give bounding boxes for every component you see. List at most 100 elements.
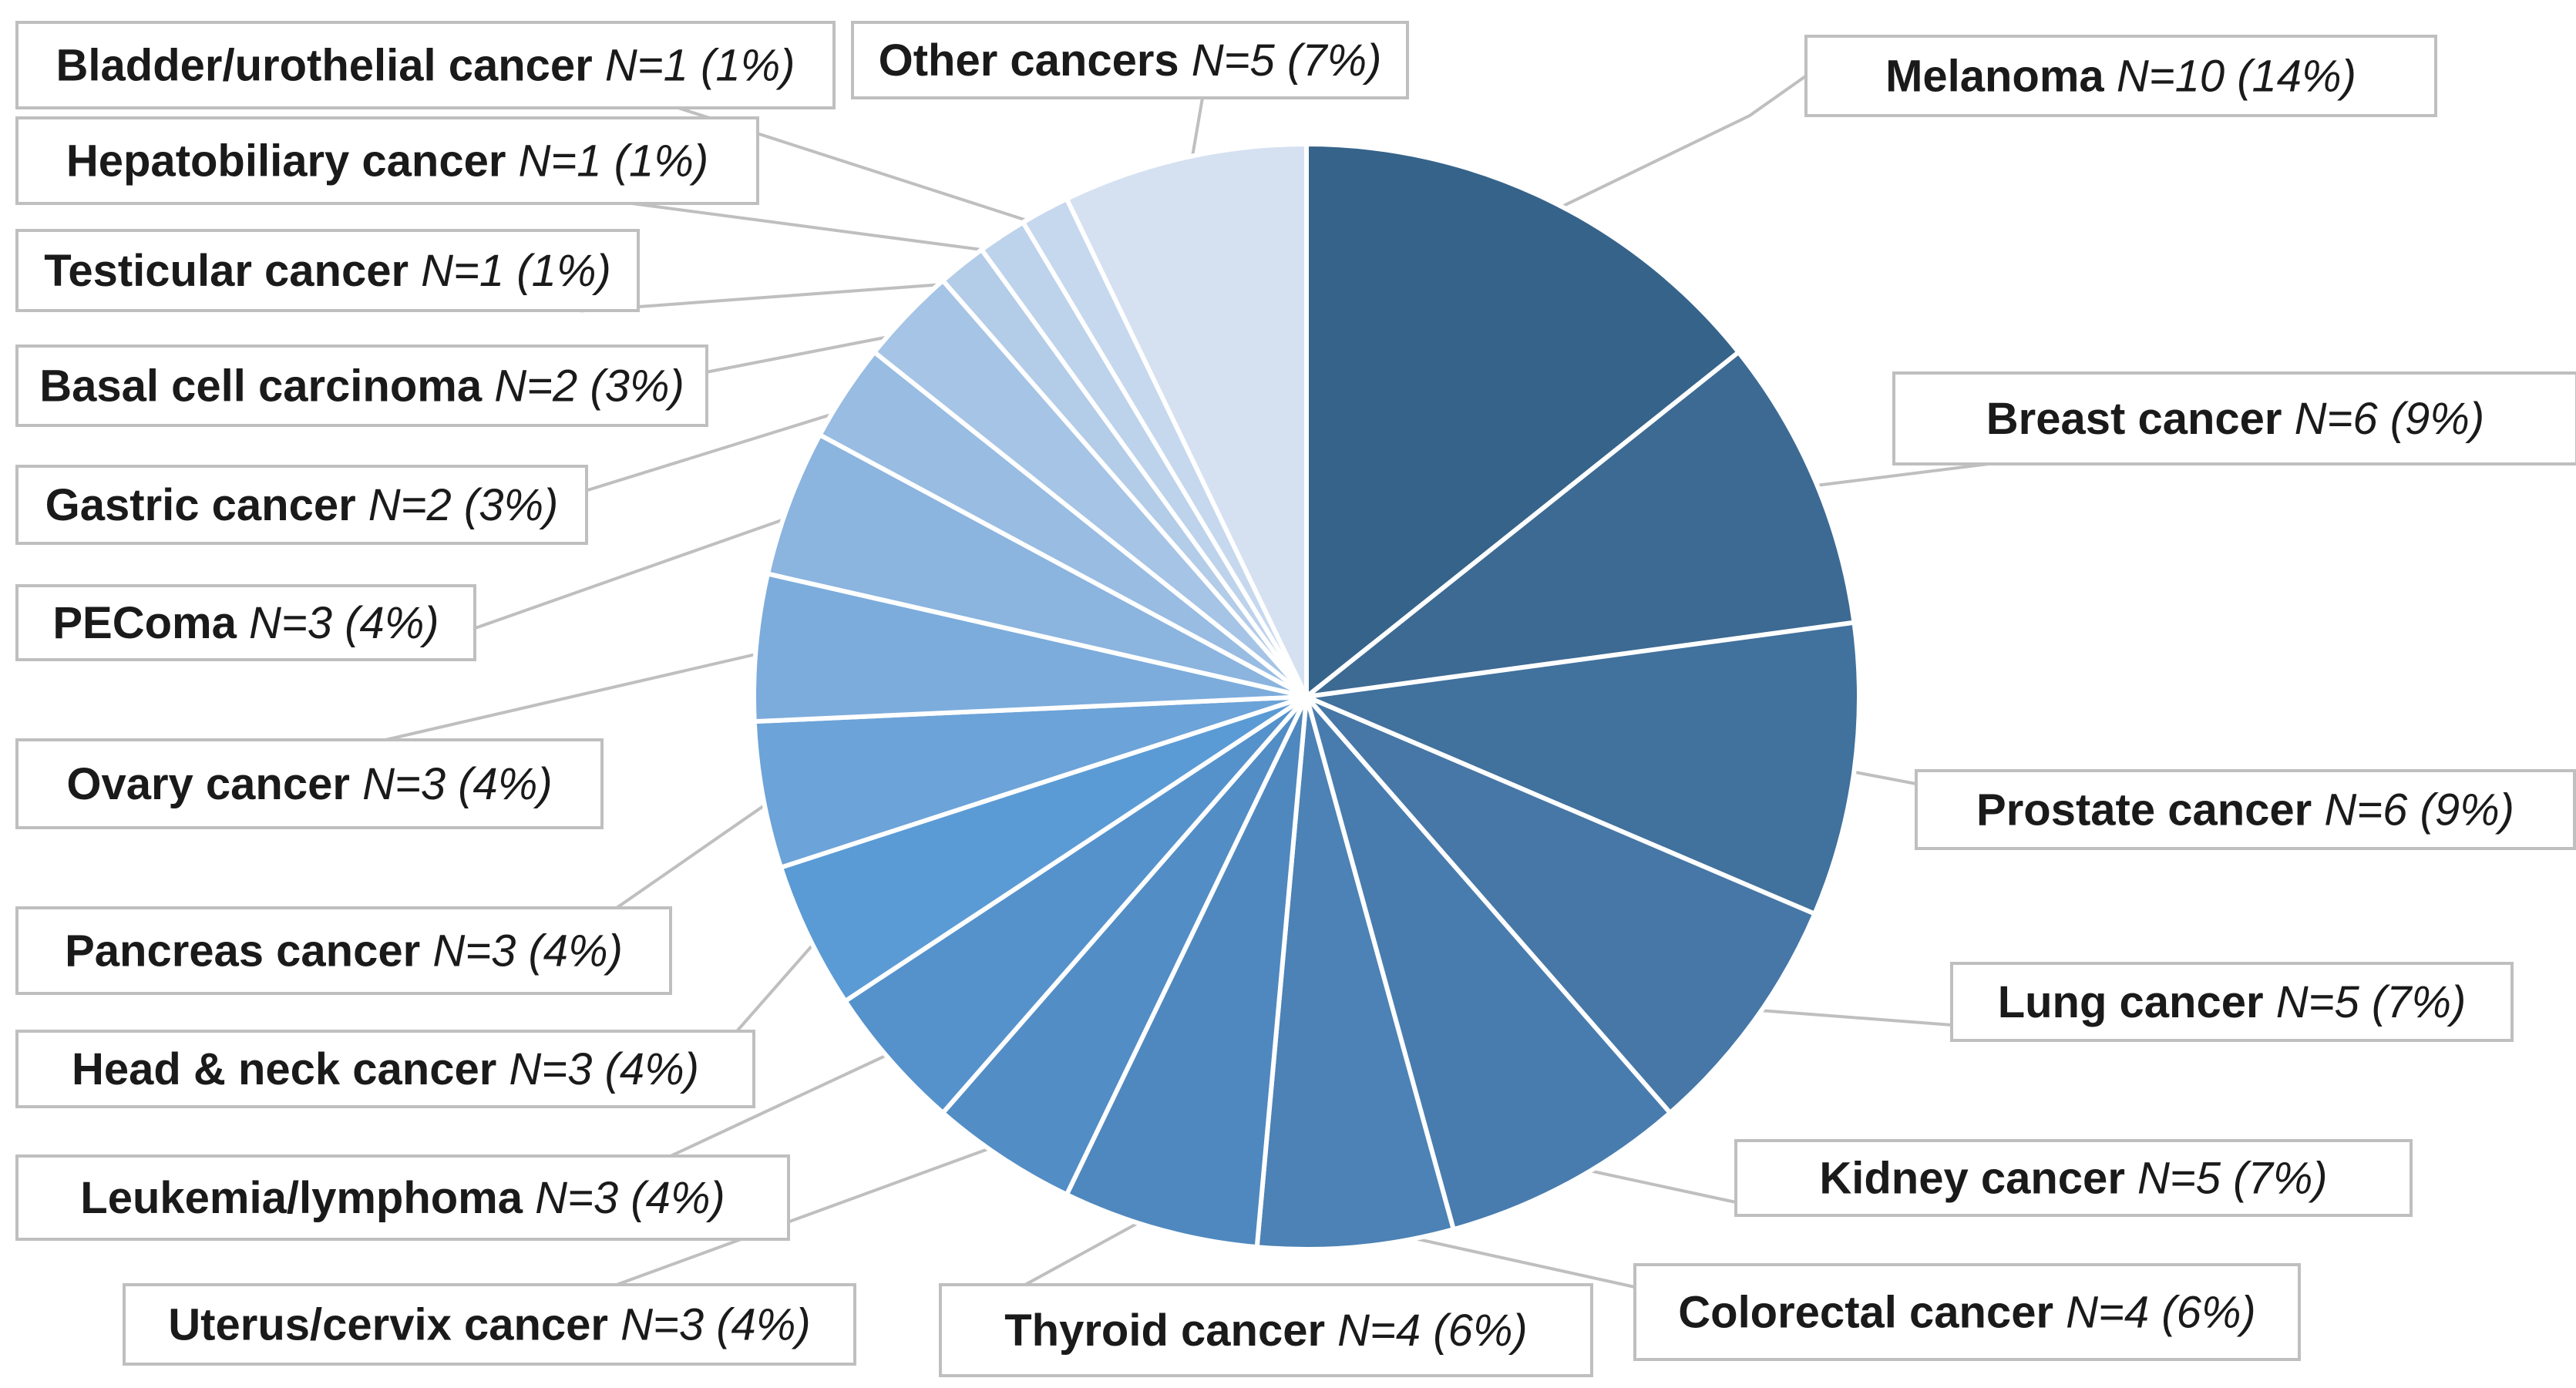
label-text: Other cancers N=5 (7%): [879, 35, 1382, 86]
label-text: PEComa N=3 (4%): [52, 598, 439, 648]
label-text: Colorectal cancer N=4 (6%): [1678, 1288, 2255, 1338]
label-text: Basal cell carcinoma N=2 (3%): [39, 361, 684, 412]
label-box: [1633, 1263, 2301, 1361]
pie-slice-colorectal-cancer: [1254, 694, 1456, 1252]
slice-label-testicular-cancer: Testicular cancer N=1 (1%): [15, 229, 640, 312]
slice-label-colorectal-cancer: Colorectal cancer N=4 (6%): [1633, 1263, 2301, 1361]
label-category: Breast cancer: [1986, 394, 2295, 444]
label-value: N=4 (6%): [2066, 1288, 2256, 1338]
label-box: [1892, 371, 2576, 465]
label-value: N=2 (3%): [494, 361, 684, 412]
pie-slice-head-neck-cancer: [779, 694, 1309, 1003]
label-category: Basal cell carcinoma: [39, 361, 494, 412]
slice-label-kidney-cancer: Kidney cancer N=5 (7%): [1734, 1139, 2413, 1217]
slice-label-melanoma: Melanoma N=10 (14%): [1804, 35, 2437, 117]
slice-label-hepatobiliary-cancer: Hepatobiliary cancer N=1 (1%): [15, 116, 759, 205]
label-text: Leukemia/lymphoma N=3 (4%): [80, 1173, 725, 1223]
label-box: [851, 21, 1409, 99]
slice-label-basal-cell-carcinoma: Basal cell carcinoma N=2 (3%): [15, 344, 708, 427]
label-value: N=3 (4%): [620, 1300, 811, 1350]
label-box: [15, 229, 640, 312]
pie-slice-lung-cancer: [1304, 694, 1818, 1115]
leader-line-lung-cancer: [1735, 1002, 1953, 1027]
pie-slice-pancreas-cancer: [752, 694, 1309, 870]
label-category: Kidney cancer: [1819, 1154, 2137, 1204]
label-box: [1734, 1139, 2413, 1217]
pie-slice-prostate-cancer: [1304, 620, 1861, 916]
label-box: [1915, 769, 2576, 850]
label-box: [15, 1030, 755, 1108]
label-category: Ovary cancer: [66, 759, 362, 809]
slice-label-ovary-cancer: Ovary cancer N=3 (4%): [15, 738, 604, 829]
slice-label-pecoma: PEComa N=3 (4%): [15, 584, 476, 661]
label-value: N=1 (1%): [605, 41, 795, 91]
label-text: Bladder/urothelial cancer N=1 (1%): [56, 41, 795, 91]
label-box: [939, 1283, 1593, 1377]
label-value: N=10 (14%): [2117, 52, 2356, 102]
label-value: N=3 (4%): [362, 759, 553, 809]
label-category: Prostate cancer: [1976, 785, 2324, 835]
label-category: Uterus/cervix cancer: [168, 1300, 620, 1350]
pie-slice-pecoma: [765, 432, 1309, 699]
label-box: [15, 738, 604, 829]
pie-slice-kidney-cancer: [1304, 694, 1673, 1232]
label-text: Testicular cancer N=1 (1%): [44, 246, 611, 296]
pie-slice-uterus-cervix-cancer: [940, 694, 1309, 1197]
label-category: Leukemia/lymphoma: [80, 1173, 535, 1223]
label-text: Pancreas cancer N=3 (4%): [65, 926, 623, 976]
slice-label-other-cancers: Other cancers N=5 (7%): [851, 21, 1409, 99]
label-box: [1950, 962, 2514, 1042]
label-category: Pancreas cancer: [65, 926, 432, 976]
label-text: Prostate cancer N=6 (9%): [1976, 785, 2514, 835]
label-value: N=3 (4%): [535, 1173, 725, 1223]
pie-slice-other-cancers: [1064, 142, 1309, 699]
label-text: Ovary cancer N=3 (4%): [66, 759, 552, 809]
label-box: [1804, 35, 2437, 117]
slice-label-bladder-urothelial-cancer: Bladder/urothelial cancer N=1 (1%): [15, 21, 836, 109]
slice-label-gastric-cancer: Gastric cancer N=2 (3%): [15, 465, 588, 545]
slice-label-leukemia-lymphoma: Leukemia/lymphoma N=3 (4%): [15, 1154, 790, 1241]
label-value: N=4 (6%): [1337, 1306, 1528, 1356]
label-category: Colorectal cancer: [1678, 1288, 2066, 1338]
label-box: [15, 1154, 790, 1241]
pie-slice-thyroid-cancer: [1064, 694, 1309, 1250]
label-category: Melanoma: [1885, 52, 2117, 102]
label-value: N=6 (9%): [2324, 785, 2514, 835]
pie-slice-breast-cancer: [1304, 349, 1857, 699]
label-text: Kidney cancer N=5 (7%): [1819, 1154, 2327, 1204]
label-box: [15, 584, 476, 661]
label-value: N=5 (7%): [2276, 977, 2467, 1027]
label-box: [15, 906, 672, 995]
label-text: Breast cancer N=6 (9%): [1986, 394, 2484, 444]
label-text: Gastric cancer N=2 (3%): [45, 480, 559, 530]
slice-label-breast-cancer: Breast cancer N=6 (9%): [1892, 371, 2576, 465]
label-value: N=1 (1%): [519, 136, 709, 187]
label-value: N=1 (1%): [421, 246, 611, 296]
label-text: Head & neck cancer N=3 (4%): [72, 1044, 699, 1094]
label-value: N=3 (4%): [432, 926, 623, 976]
label-value: N=5 (7%): [2137, 1154, 2328, 1204]
label-box: [15, 465, 588, 545]
label-category: Head & neck cancer: [72, 1044, 509, 1094]
label-box: [15, 344, 708, 427]
pie-slice-ovary-cancer: [752, 571, 1309, 724]
label-category: Thyroid cancer: [1004, 1306, 1337, 1356]
label-category: Lung cancer: [1998, 977, 2276, 1027]
label-text: Thyroid cancer N=4 (6%): [1004, 1306, 1528, 1356]
label-category: Bladder/urothelial cancer: [56, 41, 605, 91]
slice-label-uterus-cervix-cancer: Uterus/cervix cancer N=3 (4%): [123, 1283, 856, 1366]
label-category: PEComa: [52, 598, 249, 648]
label-value: N=3 (4%): [509, 1044, 699, 1094]
label-box: [123, 1283, 856, 1366]
pie-slice-melanoma: [1304, 142, 1741, 699]
label-value: N=5 (7%): [1192, 35, 1382, 86]
label-text: Lung cancer N=5 (7%): [1998, 977, 2467, 1027]
leader-line-melanoma: [1535, 74, 1808, 220]
label-category: Gastric cancer: [45, 480, 368, 530]
label-text: Melanoma N=10 (14%): [1885, 52, 2356, 102]
label-category: Hepatobiliary cancer: [66, 136, 519, 187]
slice-label-pancreas-cancer: Pancreas cancer N=3 (4%): [15, 906, 672, 995]
slice-label-head-neck-cancer: Head & neck cancer N=3 (4%): [15, 1030, 755, 1108]
label-value: N=3 (4%): [249, 598, 439, 648]
